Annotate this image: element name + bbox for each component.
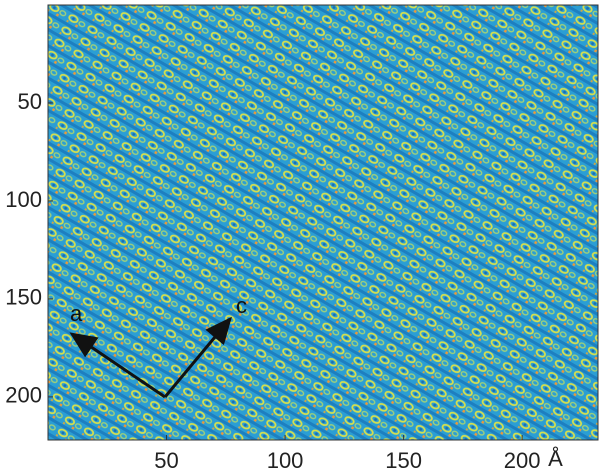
x-tick-label: 200 (504, 448, 541, 473)
arrow-a (69, 332, 166, 399)
annotation-a: a (70, 301, 83, 326)
y-tick-label: 200 (5, 383, 42, 408)
axes-frame (47, 4, 599, 441)
x-unit: Å (548, 446, 563, 471)
plot-area: a c (47, 4, 599, 441)
x-tick-label: 150 (385, 448, 422, 473)
y-tick-label: 100 (5, 187, 42, 212)
annotation-c: c (236, 293, 247, 318)
y-tick-label: 50 (18, 89, 42, 114)
y-tick-label: 150 (5, 285, 42, 310)
image (48, 5, 598, 440)
x-tick-label: 100 (267, 448, 304, 473)
arrow-c (163, 316, 232, 398)
x-tick-label: 50 (154, 448, 178, 473)
